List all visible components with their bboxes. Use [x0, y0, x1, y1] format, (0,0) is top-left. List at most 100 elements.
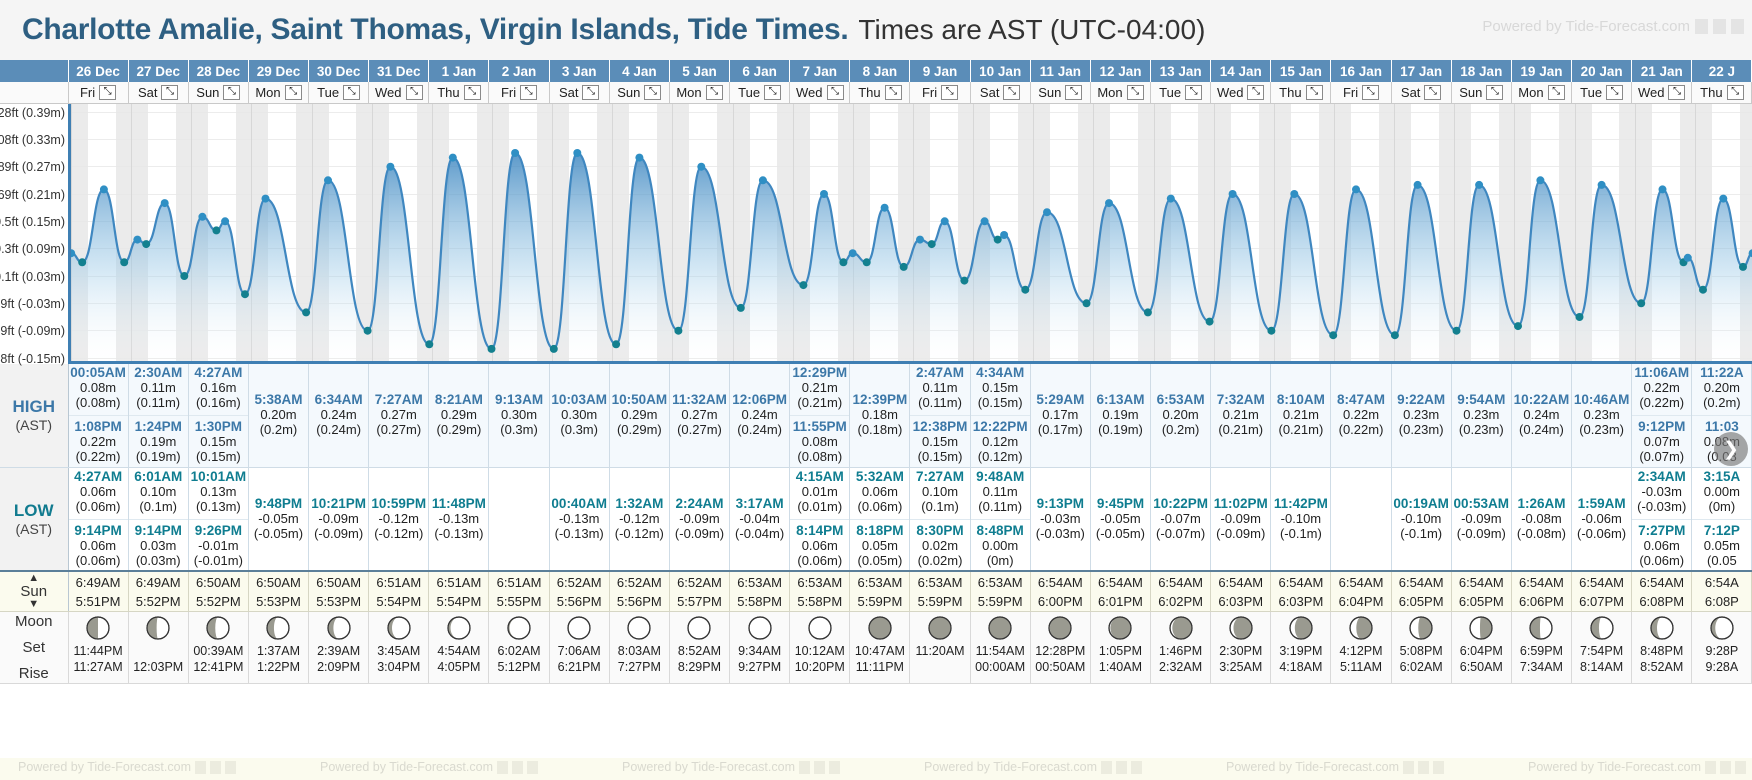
- day-header-10[interactable]: Mon ⤡: [669, 82, 731, 104]
- low-tide-height-alt: (-0.12m): [614, 526, 664, 542]
- date-header-0[interactable]: 26 Dec: [68, 60, 129, 82]
- day-header-23[interactable]: Sun ⤡: [1451, 82, 1512, 104]
- low-tide-cell-18: 10:22PM -0.07m (-0.07m): [1150, 467, 1212, 573]
- date-header-9[interactable]: 4 Jan: [609, 60, 670, 82]
- expand-icon-16[interactable]: ⤡: [1065, 84, 1083, 100]
- date-header-26[interactable]: 21 Jan: [1631, 60, 1693, 82]
- high-tide-cell-22: 9:22AM 0.23m (0.23m): [1391, 363, 1452, 468]
- day-header-5[interactable]: Wed ⤡: [368, 82, 430, 104]
- expand-icon-14[interactable]: ⤡: [941, 84, 959, 100]
- expand-icon-12[interactable]: ⤡: [826, 84, 844, 100]
- expand-icon-8[interactable]: ⤡: [582, 84, 600, 100]
- date-header-3[interactable]: 29 Dec: [248, 60, 310, 82]
- expand-icon-25[interactable]: ⤡: [1606, 84, 1624, 100]
- day-header-24[interactable]: Mon ⤡: [1511, 82, 1573, 104]
- expand-icon-27[interactable]: ⤡: [1726, 84, 1744, 100]
- date-header-23[interactable]: 18 Jan: [1451, 60, 1512, 82]
- day-header-16[interactable]: Sun ⤡: [1030, 82, 1091, 104]
- date-header-2[interactable]: 28 Dec: [188, 60, 249, 82]
- date-header-4[interactable]: 30 Dec: [308, 60, 370, 82]
- day-header-15[interactable]: Sat ⤡: [970, 82, 1031, 104]
- day-header-13[interactable]: Thu ⤡: [849, 82, 911, 104]
- expand-icon-15[interactable]: ⤡: [1003, 84, 1021, 100]
- tide-point-53: [1329, 330, 1338, 339]
- day-header-1[interactable]: Sat ⤡: [128, 82, 189, 104]
- date-header-24[interactable]: 19 Jan: [1511, 60, 1573, 82]
- date-header-20[interactable]: 15 Jan: [1270, 60, 1332, 82]
- expand-icon-6[interactable]: ⤡: [463, 84, 481, 100]
- expand-icon-22[interactable]: ⤡: [1424, 84, 1442, 100]
- day-header-0[interactable]: Fri ⤡: [68, 82, 129, 104]
- expand-icon-13[interactable]: ⤡: [884, 84, 902, 100]
- date-header-6[interactable]: 1 Jan: [428, 60, 490, 82]
- day-header-14[interactable]: Fri ⤡: [909, 82, 971, 104]
- expand-icon-20[interactable]: ⤡: [1305, 84, 1323, 100]
- sunset-time-1: 5:52PM: [135, 593, 181, 609]
- date-header-25[interactable]: 20 Jan: [1571, 60, 1633, 82]
- day-header-26[interactable]: Wed ⤡: [1631, 82, 1693, 104]
- expand-icon-24[interactable]: ⤡: [1547, 84, 1565, 100]
- expand-icon-5[interactable]: ⤡: [405, 84, 423, 100]
- low-tide-height: -0.09m: [679, 510, 720, 526]
- day-header-22[interactable]: Sat ⤡: [1391, 82, 1452, 104]
- day-header-27[interactable]: Thu ⤡: [1691, 82, 1752, 104]
- expand-icon-2[interactable]: ⤡: [223, 84, 241, 100]
- day-separator-1: [131, 103, 133, 361]
- expand-icon-10[interactable]: ⤡: [705, 84, 723, 100]
- tide-point-67: [1699, 285, 1707, 294]
- tide-point-2: [99, 184, 108, 193]
- day-header-6[interactable]: Thu ⤡: [428, 82, 490, 104]
- date-header-15[interactable]: 10 Jan: [970, 60, 1031, 82]
- date-header-12[interactable]: 7 Jan: [789, 60, 851, 82]
- day-header-18[interactable]: Tue ⤡: [1150, 82, 1212, 104]
- date-header-14[interactable]: 9 Jan: [909, 60, 971, 82]
- moon-cell-12: 10:12AM 10:20PM: [789, 611, 851, 684]
- date-header-19[interactable]: 14 Jan: [1210, 60, 1272, 82]
- expand-icon-7[interactable]: ⤡: [520, 84, 538, 100]
- date-header-1[interactable]: 27 Dec: [128, 60, 189, 82]
- expand-icon-9[interactable]: ⤡: [644, 84, 662, 100]
- date-header-27[interactable]: 22 J: [1691, 60, 1752, 82]
- high-tide-height-alt: (0.07m): [1639, 449, 1685, 465]
- sunrise-time-13: 6:53AM: [857, 574, 903, 590]
- day-header-8[interactable]: Sat ⤡: [549, 82, 610, 104]
- date-header-7[interactable]: 2 Jan: [488, 60, 550, 82]
- expand-icon-3[interactable]: ⤡: [284, 84, 302, 100]
- expand-icon-0[interactable]: ⤡: [99, 84, 117, 100]
- expand-icon-11[interactable]: ⤡: [764, 84, 782, 100]
- day-header-9[interactable]: Sun ⤡: [609, 82, 670, 104]
- expand-icon-23[interactable]: ⤡: [1486, 84, 1504, 100]
- day-header-20[interactable]: Thu ⤡: [1270, 82, 1332, 104]
- date-header-11[interactable]: 6 Jan: [729, 60, 791, 82]
- day-header-25[interactable]: Tue ⤡: [1571, 82, 1633, 104]
- low-tide-height-alt: (0.05m): [857, 552, 903, 568]
- date-header-21[interactable]: 16 Jan: [1330, 60, 1392, 82]
- date-header-8[interactable]: 3 Jan: [549, 60, 610, 82]
- day-header-4[interactable]: Tue ⤡: [308, 82, 370, 104]
- expand-icon-17[interactable]: ⤡: [1126, 84, 1144, 100]
- date-header-22[interactable]: 17 Jan: [1391, 60, 1452, 82]
- day-header-12[interactable]: Wed ⤡: [789, 82, 851, 104]
- day-header-11[interactable]: Tue ⤡: [729, 82, 791, 104]
- day-header-2[interactable]: Sun ⤡: [188, 82, 249, 104]
- date-header-16[interactable]: 11 Jan: [1030, 60, 1091, 82]
- low-tide-event-27-1: 7:12P 0.05m (0.05: [1692, 518, 1752, 571]
- day-header-3[interactable]: Mon ⤡: [248, 82, 310, 104]
- low-tide-cell-22: 00:19AM -0.10m (-0.1m): [1391, 467, 1452, 573]
- day-header-21[interactable]: Fri ⤡: [1330, 82, 1392, 104]
- date-header-10[interactable]: 5 Jan: [669, 60, 731, 82]
- date-header-5[interactable]: 31 Dec: [368, 60, 430, 82]
- date-header-17[interactable]: 12 Jan: [1090, 60, 1152, 82]
- day-header-17[interactable]: Mon ⤡: [1090, 82, 1152, 104]
- expand-icon-4[interactable]: ⤡: [343, 84, 361, 100]
- date-header-18[interactable]: 13 Jan: [1150, 60, 1212, 82]
- expand-icon-19[interactable]: ⤡: [1247, 84, 1265, 100]
- expand-icon-26[interactable]: ⤡: [1668, 84, 1686, 100]
- date-header-13[interactable]: 8 Jan: [849, 60, 911, 82]
- expand-icon-1[interactable]: ⤡: [161, 84, 179, 100]
- day-header-7[interactable]: Fri ⤡: [488, 82, 550, 104]
- day-header-19[interactable]: Wed ⤡: [1210, 82, 1272, 104]
- expand-icon-21[interactable]: ⤡: [1362, 84, 1380, 100]
- expand-icon-18[interactable]: ⤡: [1185, 84, 1203, 100]
- next-page-button[interactable]: ❯: [1714, 432, 1748, 466]
